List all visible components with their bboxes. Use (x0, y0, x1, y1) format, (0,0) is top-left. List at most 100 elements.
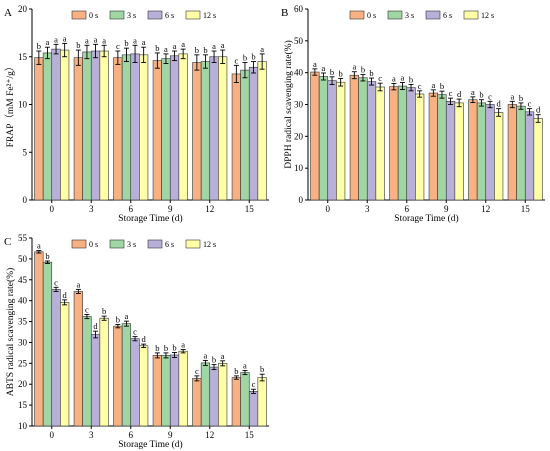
x-tick-label: 12 (205, 430, 214, 440)
y-tick-label: 20 (294, 131, 304, 141)
bar (73, 57, 83, 201)
legend-swatch (185, 239, 201, 249)
significance-letter: a (37, 241, 41, 251)
significance-letter: a (221, 351, 225, 361)
significance-letter: b (102, 306, 106, 316)
significance-letter: a (260, 44, 264, 54)
significance-letter: b (234, 366, 238, 376)
significance-letter: b (45, 251, 49, 261)
significance-letter: b (260, 364, 264, 374)
bar (257, 377, 267, 427)
significance-letter: b (243, 52, 247, 62)
y-axis-label: FRAP（mM Fe²⁺/g） (4, 62, 16, 148)
significance-letter: b (339, 68, 343, 78)
y-tick-label: 15 (18, 52, 28, 62)
legend-label: 6 s (165, 240, 174, 249)
bar (152, 60, 162, 201)
y-tick-label: 60 (294, 4, 304, 14)
x-tick-label: 3 (89, 430, 94, 440)
bar (169, 354, 180, 427)
y-tick-label: 20 (18, 379, 28, 389)
bar (51, 289, 61, 427)
legend-swatch (463, 10, 479, 20)
legend-label: 12 s (203, 240, 216, 249)
y-tick-label: 30 (294, 100, 304, 110)
legend-label: 0 s (89, 11, 98, 20)
significance-letter: d (142, 334, 147, 344)
bar (51, 48, 61, 201)
legend-swatch (109, 239, 125, 249)
significance-letter: b (330, 67, 334, 77)
legend-label: 3 s (405, 11, 414, 20)
bar (178, 53, 188, 201)
x-axis-label: Storage Time (d) (118, 213, 182, 224)
bar (161, 355, 171, 427)
bar (113, 325, 123, 427)
significance-letter: c (234, 55, 238, 65)
legend-label: 6 s (165, 11, 174, 20)
y-axis-label: DPPH radical scavenging rate(%) (283, 40, 294, 168)
bar (169, 55, 180, 201)
legend-label: 0 s (367, 11, 376, 20)
y-tick-label: 45 (18, 275, 28, 285)
significance-letter: b (164, 343, 168, 353)
y-tick-label: 0 (299, 195, 304, 205)
significance-letter: a (392, 73, 396, 83)
y-tick-label: 40 (294, 68, 304, 78)
bar (152, 355, 162, 427)
legend-swatch (147, 239, 163, 249)
significance-letter: b (195, 45, 199, 55)
bar (200, 61, 211, 201)
bar (406, 87, 416, 201)
bar (42, 261, 53, 427)
y-tick-label: 30 (18, 337, 28, 347)
bar (90, 50, 101, 201)
significance-letter: c (54, 277, 58, 287)
significance-letter: d (93, 321, 98, 331)
y-tick-label: 55 (18, 233, 28, 243)
legend-swatch (349, 10, 365, 20)
significance-letter: a (125, 311, 129, 321)
bar (60, 302, 70, 427)
significance-letter: c (418, 81, 422, 91)
bar (476, 102, 487, 201)
significance-letter: a (102, 35, 106, 45)
significance-letter: a (212, 41, 216, 51)
legend: 0 s 3 s 6 s 12 s (71, 239, 216, 249)
bar (82, 51, 92, 201)
significance-letter: a (431, 80, 435, 90)
significance-letter: d (497, 99, 502, 109)
significance-letter: a (181, 340, 185, 350)
y-tick-label: 10 (294, 163, 304, 173)
significance-letter: a (164, 44, 168, 54)
panel-label: B (281, 7, 288, 19)
significance-letter: c (528, 99, 532, 109)
x-tick-label: 3 (365, 204, 370, 214)
significance-letter: b (203, 45, 207, 55)
significance-letter: a (46, 37, 50, 47)
significance-letter: a (204, 350, 208, 360)
legend-swatch (109, 10, 125, 20)
significance-letter: a (243, 360, 247, 370)
legend: 0 s 3 s 6 s 12 s (349, 10, 494, 20)
chart-panel-a: A 0 5 10 15 20 FRAP（mM Fe²⁺/g） Storage Time (d)… (4, 4, 269, 224)
bar (200, 362, 211, 427)
bar (366, 81, 377, 201)
significance-letter: a (63, 33, 67, 43)
legend-label: 12 s (203, 11, 216, 20)
significance-letter: d (457, 89, 462, 99)
bar (415, 93, 425, 201)
significance-letter: a (94, 34, 98, 44)
bar (192, 378, 202, 427)
panel-label: A (4, 7, 12, 19)
legend: 0 s 3 s 6 s 12 s (71, 10, 216, 20)
bar (82, 316, 92, 427)
bar (248, 391, 259, 427)
significance-letter: a (322, 63, 326, 73)
bar (209, 56, 219, 201)
bar (99, 317, 109, 427)
x-tick-label: 12 (481, 204, 490, 214)
x-tick-label: 0 (50, 204, 55, 214)
